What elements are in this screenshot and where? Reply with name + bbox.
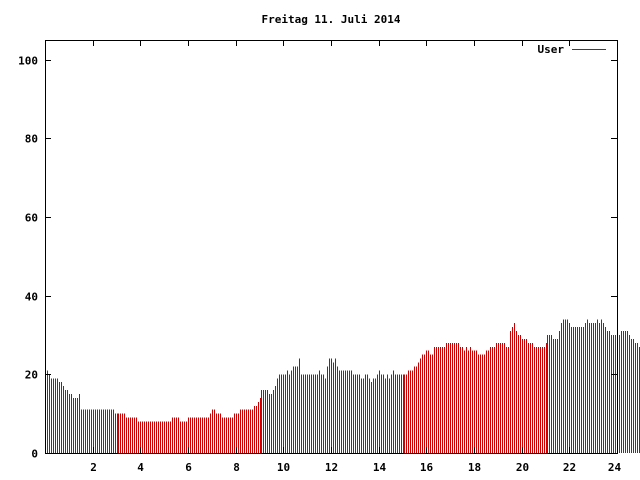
- x-tick-label: 18: [468, 461, 481, 474]
- bar-series-user: [45, 319, 640, 453]
- x-tick-label: 16: [420, 461, 434, 474]
- y-tick-label: 60: [25, 212, 38, 225]
- x-tick-label: 6: [185, 461, 192, 474]
- y-tick-label: 100: [18, 55, 38, 68]
- y-tick-label: 0: [31, 448, 38, 461]
- x-tick-label: 2: [90, 461, 97, 474]
- y-axis: 0 20 40 60 80 100: [18, 55, 617, 461]
- legend: User: [538, 43, 606, 56]
- y-tick-label: 20: [25, 369, 38, 382]
- x-tick-label: 14: [373, 461, 387, 474]
- x-tick-label: 12: [325, 461, 338, 474]
- plot-frame: [45, 40, 618, 454]
- legend-label-user: User: [538, 43, 565, 56]
- x-tick-label: 20: [516, 461, 529, 474]
- x-tick-label: 22: [563, 461, 576, 474]
- x-tick-label: 24: [608, 461, 622, 474]
- chart-title: Freitag 11. Juli 2014: [261, 13, 400, 26]
- y-tick-label: 40: [25, 291, 38, 304]
- x-tick-label: 8: [233, 461, 240, 474]
- x-tick-label: 10: [277, 461, 290, 474]
- x-tick-label: 4: [137, 461, 144, 474]
- y-tick-label: 80: [25, 133, 38, 146]
